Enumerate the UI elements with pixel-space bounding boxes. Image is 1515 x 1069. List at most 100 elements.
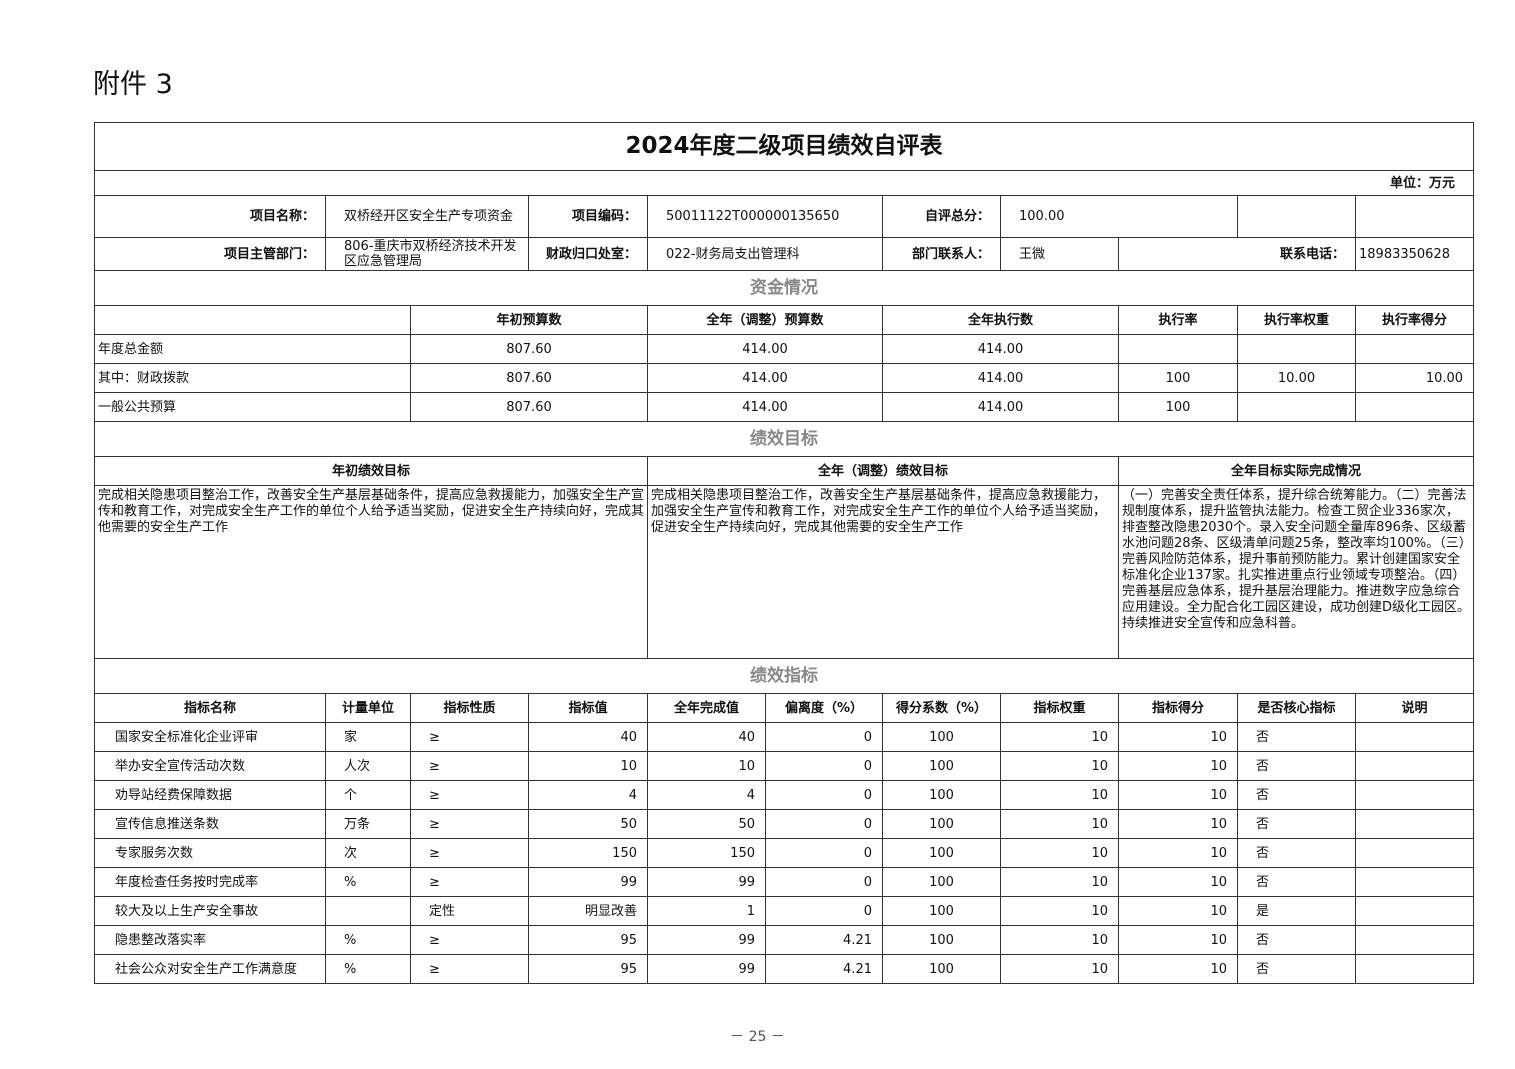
indicator-cell: 10 bbox=[1118, 925, 1238, 955]
indicator-cell: 10 bbox=[1118, 809, 1238, 839]
indicator-cell: 10 bbox=[1118, 780, 1238, 810]
indicator-cell: 1 bbox=[647, 896, 766, 926]
indicator-cell: 0 bbox=[765, 809, 883, 839]
indicator-cell bbox=[1354, 722, 1475, 752]
indicator-cell: 150 bbox=[647, 838, 766, 868]
funds-score: 10.00 bbox=[1354, 363, 1475, 393]
funds-weight bbox=[1237, 334, 1356, 364]
total-score: 100.00 bbox=[1000, 195, 1238, 238]
indicator-cell: 95 bbox=[528, 954, 648, 984]
phone-label: 联系电话： bbox=[1237, 237, 1356, 271]
indicator-cell: 99 bbox=[647, 867, 766, 897]
indicator-cell bbox=[325, 896, 411, 926]
funds-executed: 414.00 bbox=[882, 363, 1119, 393]
indicator-cell: 100 bbox=[882, 722, 1001, 752]
adjusted-goal: 完成相关隐患项目整治工作，改善安全生产基层基础条件，提高应急救援能力，加强安全生… bbox=[647, 485, 1119, 659]
indicator-cell: 社会公众对安全生产工作满意度 bbox=[94, 954, 326, 984]
project-code: 50011122T000000135650 bbox=[647, 195, 883, 238]
indicator-cell: 劝导站经费保障数据 bbox=[94, 780, 326, 810]
indicator-cell: 10 bbox=[1000, 722, 1119, 752]
funds-score bbox=[1354, 392, 1475, 422]
indicator-cell: 较大及以上生产安全事故 bbox=[94, 896, 326, 926]
indicator-cell: % bbox=[325, 867, 411, 897]
indicator-cell: 0 bbox=[765, 780, 883, 810]
goals-section-title: 绩效目标 bbox=[93, 421, 1475, 457]
indicator-cell: ≥ bbox=[410, 722, 529, 752]
indicator-cell: 否 bbox=[1237, 838, 1356, 868]
indicator-cell: % bbox=[325, 954, 411, 984]
indicator-cell: 4 bbox=[647, 780, 766, 810]
funds-weight: 10.00 bbox=[1237, 363, 1356, 393]
indicator-cell: 100 bbox=[882, 896, 1001, 926]
indicator-row: 宣传信息推送条数 万条 ≥50 50 0 100 10 10 否 bbox=[94, 809, 1475, 839]
indicator-row: 国家安全标准化企业评审家 ≥40 40 0 100 10 10 否 bbox=[94, 722, 1475, 752]
indicator-cell: 10 bbox=[1000, 867, 1119, 897]
funds-initial: 807.60 bbox=[410, 334, 648, 364]
funds-rate: 100 bbox=[1118, 363, 1238, 393]
indicator-header: 得分系数（%） bbox=[882, 693, 1001, 723]
indicator-cell: 否 bbox=[1237, 809, 1356, 839]
attachment-label: 附件 3 bbox=[93, 69, 173, 100]
indicator-cell bbox=[1354, 867, 1475, 897]
indicator-row: 较大及以上生产安全事故 定性 明显改善 1 0 100 10 10 是 bbox=[94, 896, 1475, 926]
indicator-cell: ≥ bbox=[410, 925, 529, 955]
indicator-cell: 95 bbox=[528, 925, 648, 955]
indicator-cell: 10 bbox=[1118, 954, 1238, 984]
indicator-cell: ≥ bbox=[410, 780, 529, 810]
indicator-cell: 是 bbox=[1237, 896, 1356, 926]
indicator-cell: 年度检查任务按时完成率 bbox=[94, 867, 326, 897]
indicator-cell: 50 bbox=[528, 809, 648, 839]
funds-executed: 414.00 bbox=[882, 334, 1119, 364]
score-label: 自评总分： bbox=[882, 195, 1001, 238]
funds-initial: 807.60 bbox=[410, 392, 648, 422]
funds-row: 一般公共预算 807.60 414.00 414.00 100 bbox=[94, 392, 1475, 422]
funds-rate bbox=[1118, 334, 1238, 364]
funds-name: 一般公共预算 bbox=[94, 392, 411, 422]
funds-header: 全年（调整）预算数 bbox=[647, 305, 883, 335]
indicator-cell: 0 bbox=[765, 896, 883, 926]
indicator-header: 偏离度（%） bbox=[765, 693, 883, 723]
indicator-cell: ≥ bbox=[410, 867, 529, 897]
indicator-cell: 10 bbox=[1000, 954, 1119, 984]
indicator-cell: 100 bbox=[882, 838, 1001, 868]
indicator-cell: 个 bbox=[325, 780, 411, 810]
dept-label: 项目主管部门： bbox=[94, 237, 326, 271]
indicator-cell: 4.21 bbox=[765, 954, 883, 984]
indicator-cell: 100 bbox=[882, 954, 1001, 984]
indicator-header: 指标名称 bbox=[94, 693, 326, 723]
indicator-header: 是否核心指标 bbox=[1237, 693, 1356, 723]
funds-header: 执行率 bbox=[1118, 305, 1238, 335]
funds-name: 其中：财政拨款 bbox=[94, 363, 411, 393]
indicator-cell: 人次 bbox=[325, 751, 411, 781]
indicator-cell: 否 bbox=[1237, 867, 1356, 897]
indicator-cell: 10 bbox=[1000, 809, 1119, 839]
funds-adjusted: 414.00 bbox=[647, 392, 883, 422]
dept: 806-重庆市双桥经济技术开发区应急管理局 bbox=[325, 237, 529, 271]
project-name-label: 项目名称： bbox=[94, 195, 326, 238]
indicator-cell: 否 bbox=[1237, 925, 1356, 955]
indicator-cell: % bbox=[325, 925, 411, 955]
indicator-cell: 99 bbox=[528, 867, 648, 897]
funds-header: 全年执行数 bbox=[882, 305, 1119, 335]
goals-header: 全年（调整）绩效目标 bbox=[647, 456, 1119, 486]
finance-office: 022-财务局支出管理科 bbox=[647, 237, 883, 271]
indicator-cell: ≥ bbox=[410, 838, 529, 868]
indicator-cell bbox=[1354, 925, 1475, 955]
indicator-cell bbox=[1354, 838, 1475, 868]
indicator-cell: ≥ bbox=[410, 809, 529, 839]
indicator-header: 说明 bbox=[1354, 693, 1475, 723]
funds-score bbox=[1354, 334, 1475, 364]
empty-cell bbox=[1118, 237, 1238, 271]
indicator-cell: 99 bbox=[647, 925, 766, 955]
funds-rate: 100 bbox=[1118, 392, 1238, 422]
funds-header: 执行率权重 bbox=[1237, 305, 1356, 335]
funds-header: 执行率得分 bbox=[1354, 305, 1475, 335]
initial-goal: 完成相关隐患项目整治工作，改善安全生产基层基础条件，提高应急救援能力，加强安全生… bbox=[94, 485, 648, 659]
indicator-cell: 4 bbox=[528, 780, 648, 810]
indicator-cell bbox=[1354, 809, 1475, 839]
funds-row: 其中：财政拨款 807.60 414.00 414.00 100 10.00 10.00 bbox=[94, 363, 1475, 393]
indicator-cell: 隐患整改落实率 bbox=[94, 925, 326, 955]
empty-cell bbox=[1237, 195, 1356, 238]
indicator-cell: 10 bbox=[647, 751, 766, 781]
indicator-cell: 专家服务次数 bbox=[94, 838, 326, 868]
